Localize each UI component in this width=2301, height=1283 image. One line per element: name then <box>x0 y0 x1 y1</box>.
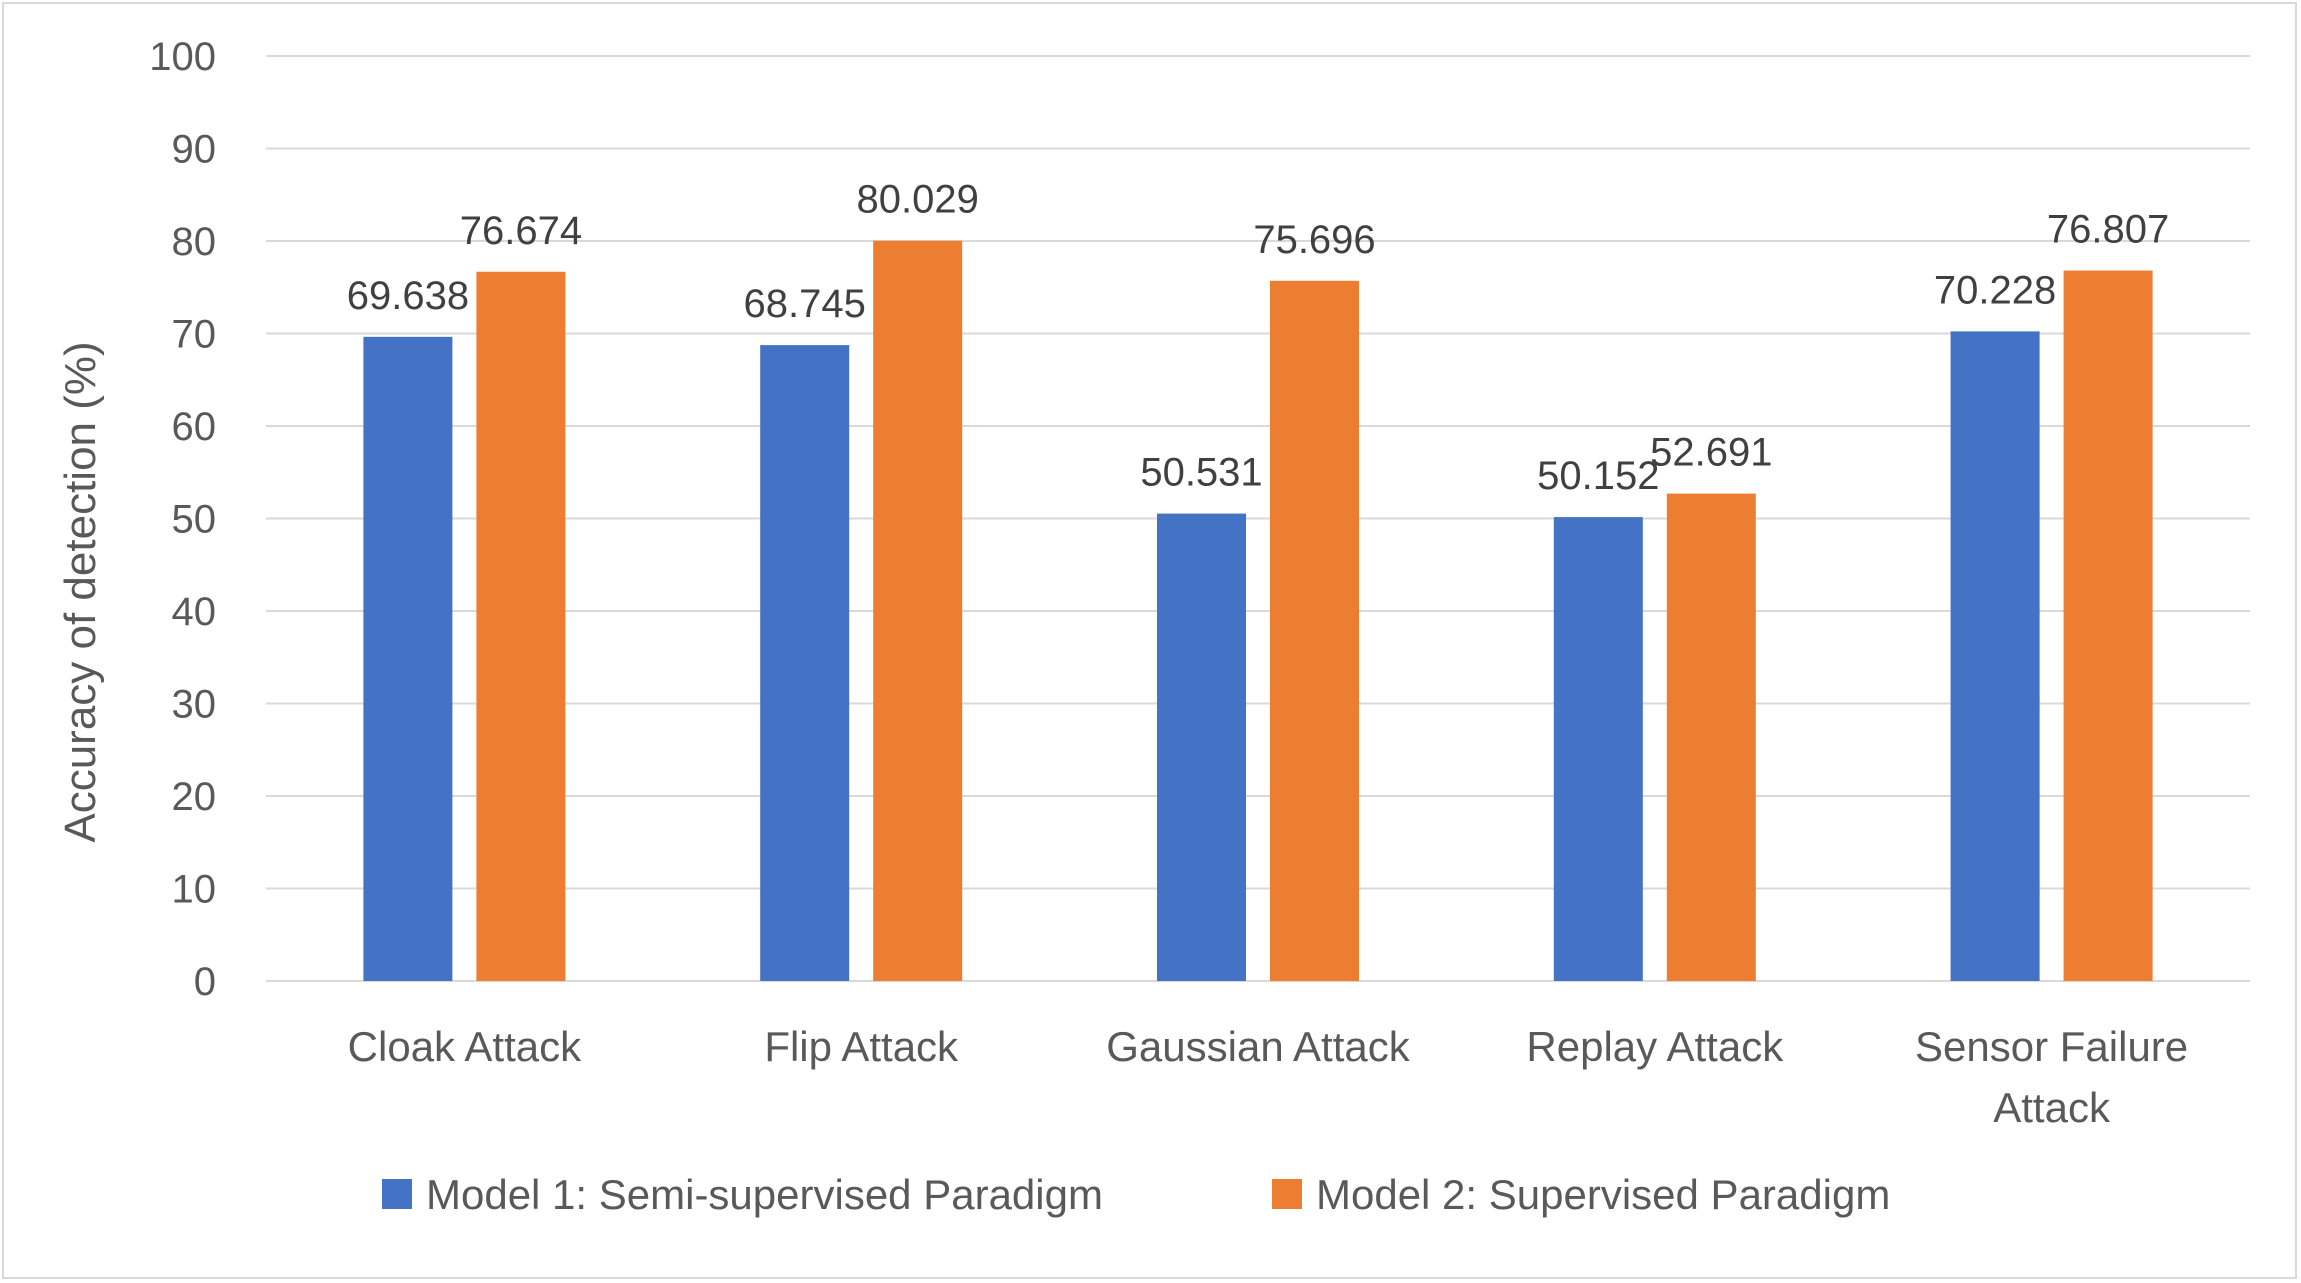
y-tick-label: 70 <box>172 313 217 357</box>
y-axis-ticks: 0 10 20 30 40 50 60 70 80 90 100 <box>149 35 216 1004</box>
data-label: 50.152 <box>1537 454 1659 498</box>
x-tick-label: Gaussian Attack <box>1106 1023 1410 1070</box>
y-tick-label: 90 <box>172 128 217 172</box>
legend-label: Model 1: Semi-supervised Paradigm <box>426 1171 1103 1218</box>
y-tick-label: 40 <box>172 590 217 634</box>
bar-series-1-1 <box>363 336 453 981</box>
data-label: 50.531 <box>1140 451 1262 495</box>
legend-swatch <box>382 1179 412 1209</box>
bar-chart: 0 10 20 30 40 50 60 70 80 90 100 69.638 68.745 50.53… <box>56 35 2250 1218</box>
x-tick-label: Sensor Failure Attack <box>1915 1023 2188 1131</box>
data-label: 68.745 <box>744 282 866 326</box>
y-tick-label: 50 <box>172 498 217 542</box>
y-tick-label: 80 <box>172 220 217 264</box>
y-tick-label: 100 <box>149 35 216 79</box>
legend-label: Model 2: Supervised Paradigm <box>1316 1171 1890 1218</box>
bar-series-1-3 <box>1157 513 1246 981</box>
bar-series-2-5 <box>2063 270 2153 981</box>
y-tick-label: 60 <box>172 405 217 449</box>
bar-series-1-2 <box>760 345 850 981</box>
bar-series-2-1 <box>476 271 566 981</box>
data-label: 52.691 <box>1650 431 1772 475</box>
gridlines <box>266 55 2250 982</box>
data-label: 76.674 <box>460 209 582 253</box>
bar-series-2-2 <box>873 240 963 981</box>
legend-swatch <box>1272 1179 1302 1209</box>
y-tick-label: 0 <box>194 960 216 1004</box>
x-tick-label: Flip Attack <box>764 1023 959 1070</box>
x-axis-ticks: Cloak Attack Flip Attack Gaussian Attack Re… <box>348 1023 2188 1131</box>
legend-item: Model 1: Semi-supervised Paradigm <box>382 1171 1103 1218</box>
bar-series-2-3 <box>1270 280 1359 981</box>
data-label: 75.696 <box>1253 218 1375 262</box>
bar-series-1-4 <box>1553 517 1643 981</box>
bar-series-1-5 <box>1950 331 2040 981</box>
legend-item: Model 2: Supervised Paradigm <box>1272 1171 1890 1218</box>
legend: Model 1: Semi-supervised Paradigm Model 2… <box>382 1171 1890 1218</box>
y-axis-title: Accuracy of detection (%) <box>56 341 105 842</box>
bars <box>363 240 2153 981</box>
y-tick-label: 10 <box>172 868 217 912</box>
data-label: 69.638 <box>347 274 469 318</box>
x-tick-label: Replay Attack <box>1526 1023 1784 1070</box>
data-label: 76.807 <box>2047 208 2169 252</box>
y-tick-label: 20 <box>172 775 217 819</box>
data-label: 70.228 <box>1934 268 2056 312</box>
x-tick-label: Cloak Attack <box>348 1023 582 1070</box>
y-tick-label: 30 <box>172 683 217 727</box>
data-label: 80.029 <box>857 178 979 222</box>
data-labels: 69.638 68.745 50.531 50.152 70.228 76.674 80.0… <box>347 178 2170 498</box>
bar-series-2-4 <box>1666 493 1756 981</box>
